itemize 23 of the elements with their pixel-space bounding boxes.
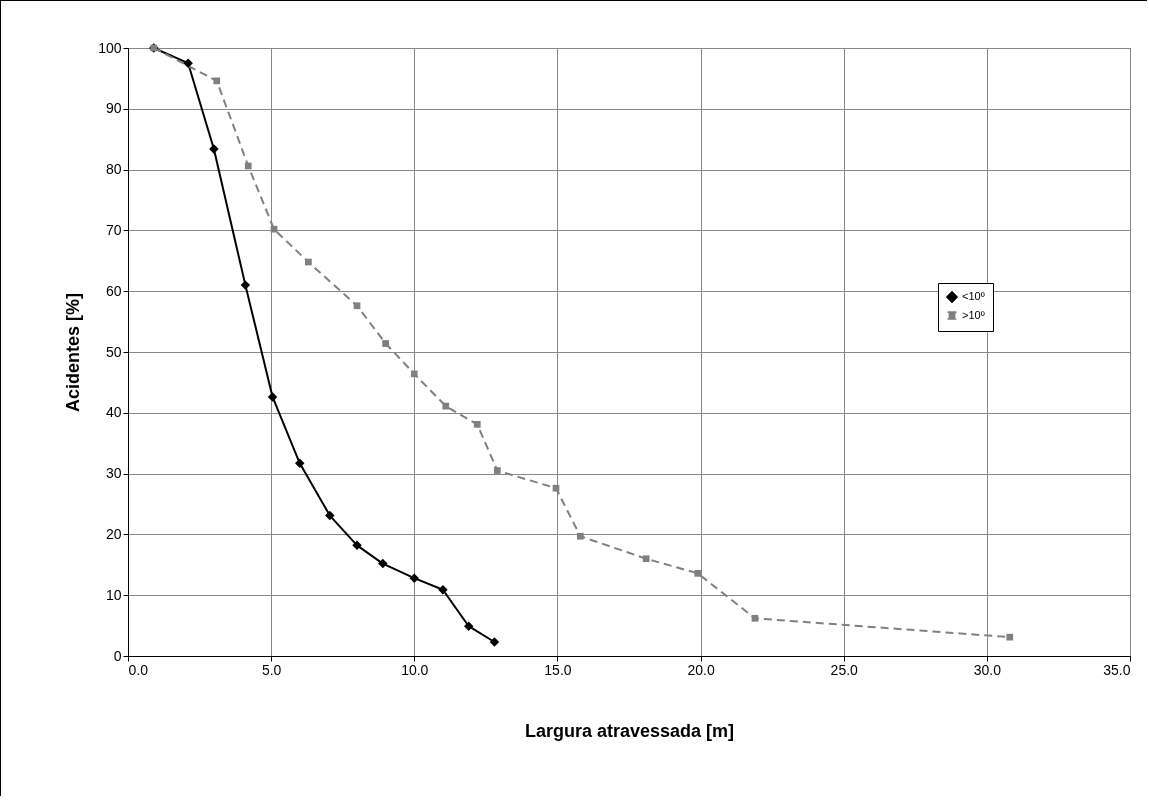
legend-label: >10º xyxy=(962,308,985,321)
x-tick-label: 10.0 xyxy=(401,661,429,678)
y-tick-label: 80 xyxy=(105,161,122,178)
y-tick-label: 40 xyxy=(105,404,122,421)
x-tick-label: 25.0 xyxy=(830,661,859,678)
y-tick-label: 100 xyxy=(98,39,122,56)
y-axis-title: Acidentes [%] xyxy=(63,292,84,413)
x-tick-label: 20.0 xyxy=(687,661,715,678)
y-tick-label: 30 xyxy=(105,465,122,482)
y-tick-label: 0 xyxy=(113,647,122,664)
y-tick-label: 70 xyxy=(105,221,122,238)
x-tick-label: 35.0 xyxy=(1103,661,1131,678)
x-tick-label: 5.0 xyxy=(261,661,282,678)
x-tick-label: 30.0 xyxy=(973,661,1002,678)
y-tick-label: 60 xyxy=(105,282,122,299)
x-axis-title: Largura atravessada [m] xyxy=(524,720,735,741)
legend-label: <10º xyxy=(962,290,985,302)
x-tick-label: 15.0 xyxy=(544,661,572,678)
y-tick-label: 20 xyxy=(105,525,122,542)
y-tick-label: 90 xyxy=(105,100,122,117)
y-tick-label: 50 xyxy=(105,343,122,360)
x-tick-label: 0.0 xyxy=(128,661,149,678)
y-tick-label: 10 xyxy=(105,586,122,603)
